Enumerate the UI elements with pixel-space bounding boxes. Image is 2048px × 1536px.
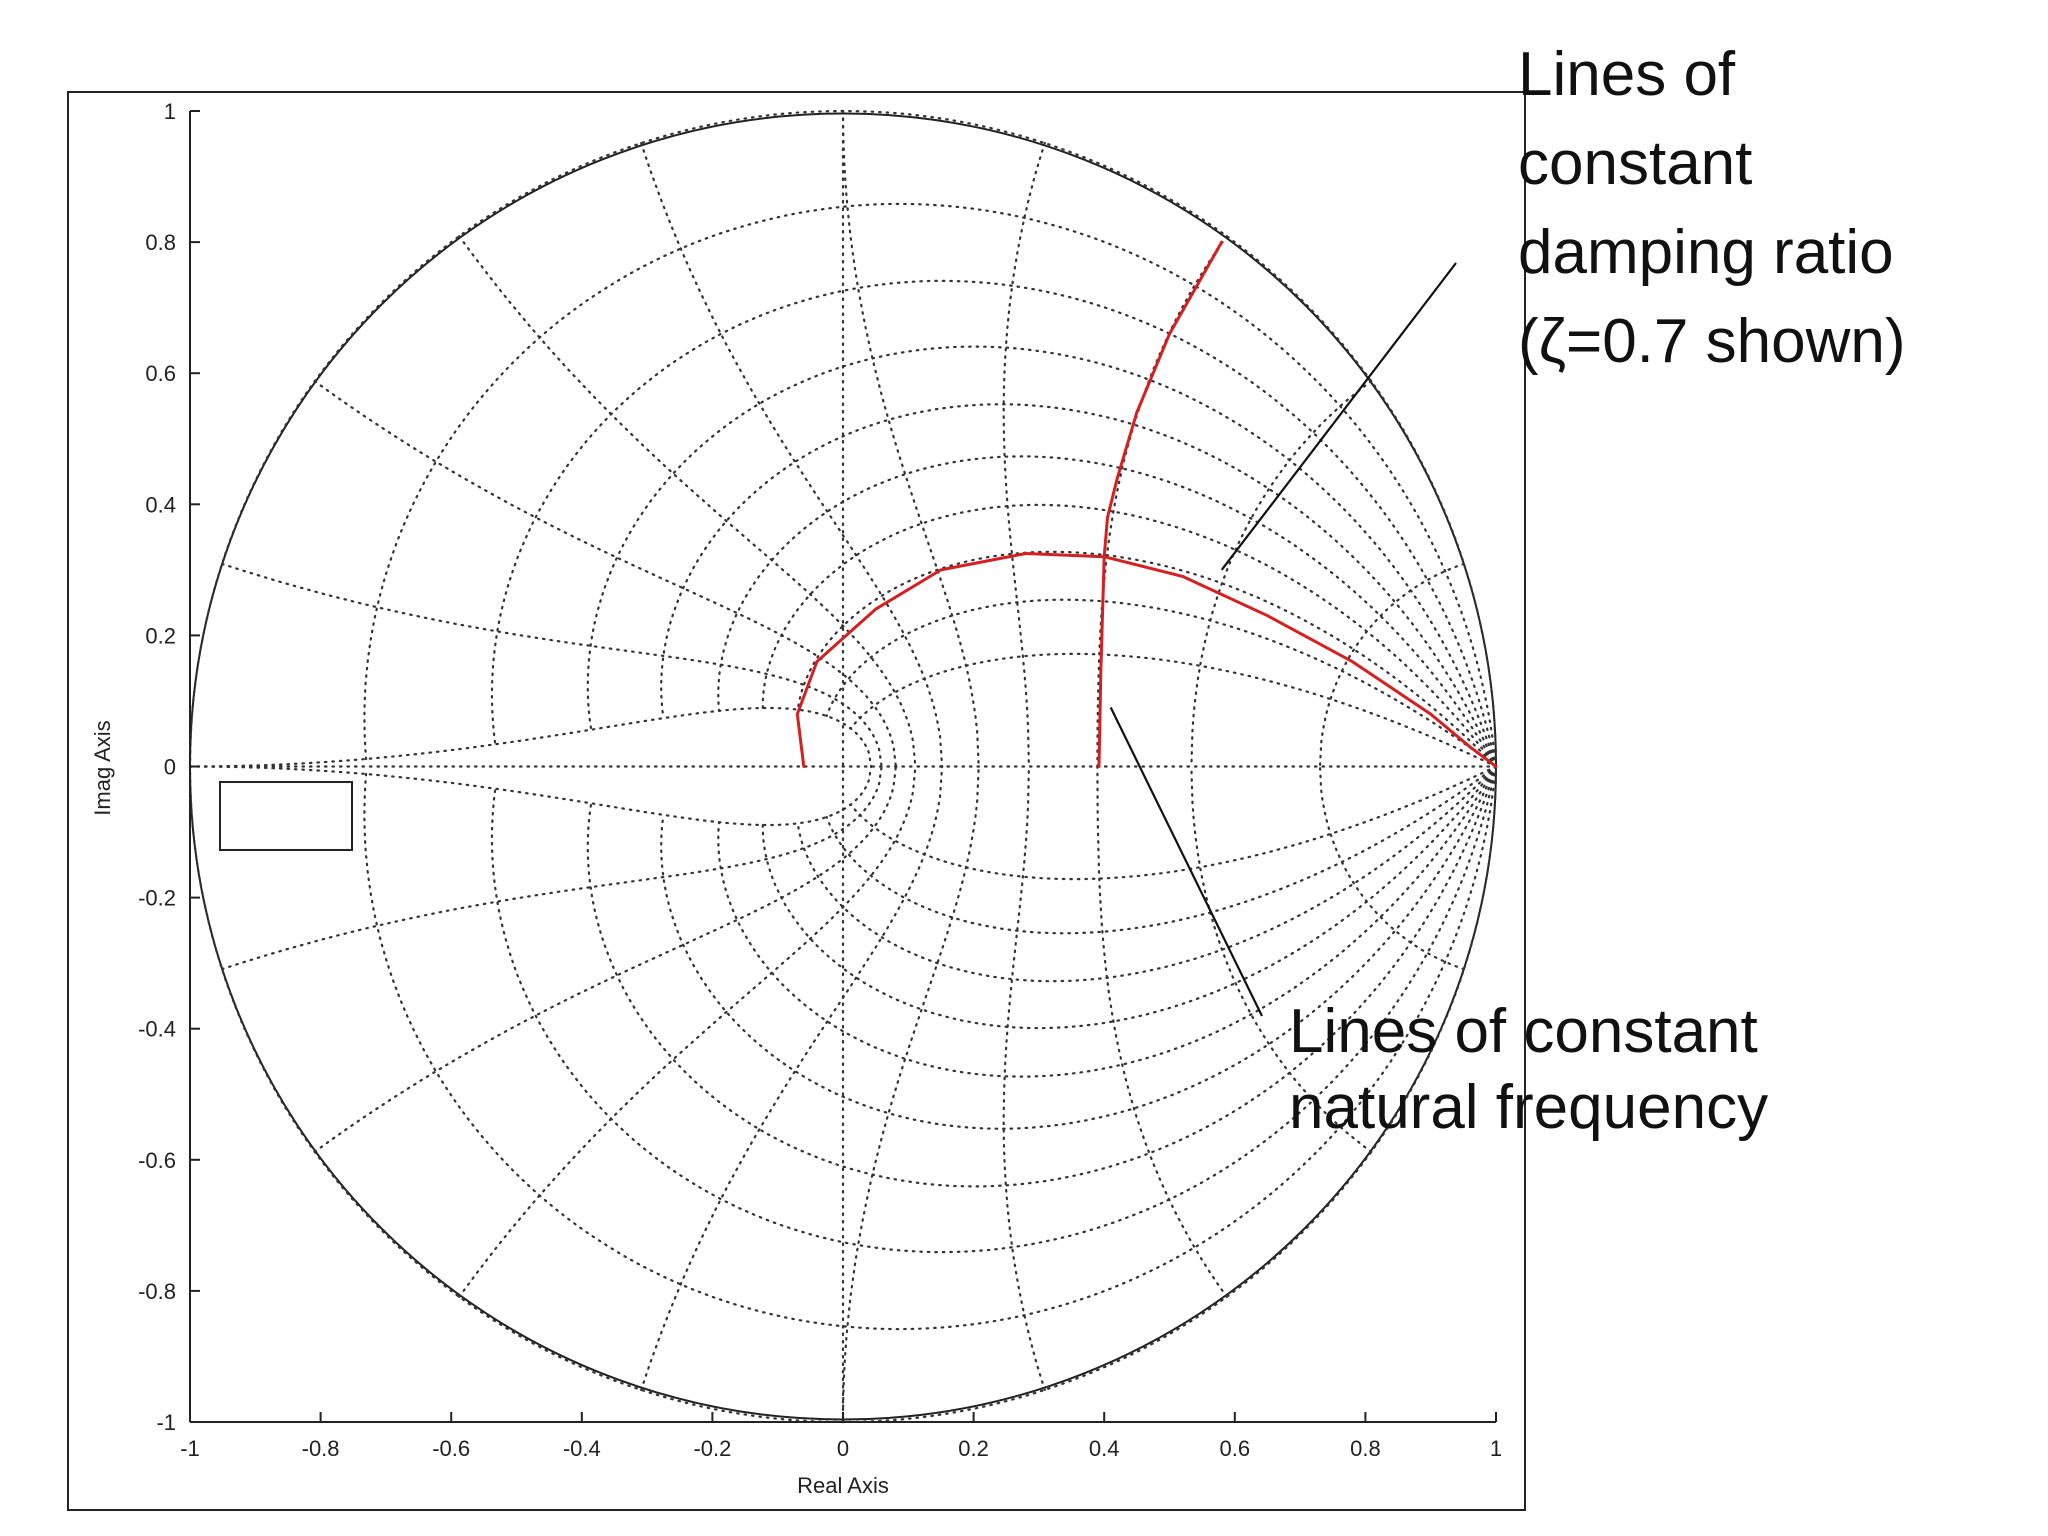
y-tick-label: 1	[164, 99, 176, 124]
damping-ratio-line	[849, 765, 1498, 881]
natural-frequency-line	[841, 109, 980, 768]
x-tick-label: 0.4	[1089, 1436, 1120, 1461]
y-axis-label: Imag Axis	[90, 720, 115, 815]
annotation-text-0: Lines of constant damping ratio (ζ=0.7 show…	[1518, 40, 1905, 376]
legend-box	[219, 781, 353, 851]
y-tick-label: 0.8	[145, 230, 176, 255]
natural-frequency-line	[1190, 380, 1373, 768]
natural-frequency-line	[458, 235, 917, 768]
x-tick-label: -0.6	[432, 1436, 470, 1461]
damping-ratio-line	[717, 765, 1498, 1078]
natural-frequency-line	[1096, 765, 1228, 1298]
x-tick-label: -0.8	[302, 1436, 340, 1461]
damping-ratio-line	[825, 765, 1498, 935]
annotation-line: Lines of	[1518, 40, 1736, 109]
annotation-line: (ζ=0.7 shown)	[1518, 307, 1905, 376]
y-tick-label: 0.2	[145, 623, 176, 648]
natural-frequency-line	[313, 765, 898, 1153]
annotation-line: natural frequency	[1289, 1073, 1768, 1142]
annotation-line: damping ratio	[1518, 218, 1894, 287]
x-axis-label: Real Axis	[797, 1473, 889, 1498]
natural-frequency-line	[1318, 765, 1466, 971]
series-line-1	[795, 552, 1498, 768]
natural-frequency-line	[1190, 765, 1373, 1153]
y-tick-label: -0.2	[138, 886, 176, 911]
natural-frequency-line	[640, 142, 944, 768]
natural-frequency-line	[188, 765, 873, 827]
x-tick-label: -1	[180, 1436, 200, 1461]
natural-frequency-line	[188, 706, 873, 768]
damping-ratio-line	[717, 455, 1498, 768]
damping-ratio-line	[825, 598, 1498, 768]
y-tick-label: 0.4	[145, 492, 176, 517]
x-tick-label: 1	[1490, 1436, 1502, 1461]
damping-ratio-line	[363, 202, 1498, 768]
damping-ratio-line	[660, 765, 1498, 1130]
damping-ratio-line	[586, 345, 1498, 768]
natural-frequency-line	[1002, 142, 1046, 768]
x-tick-label: 0.2	[958, 1436, 989, 1461]
annotation-line: Lines of constant	[1289, 997, 1758, 1066]
damping-ratio-line	[761, 765, 1498, 1030]
y-tick-label: -0.8	[138, 1279, 176, 1304]
annotation-text-1: Lines of constant natural frequency	[1289, 997, 1768, 1142]
axes-layer: -1 -0.8 -0.6 -0.4 -0.2 0 0.2 0.4 0.6 0.8 1 1 0.8 0.6 0…	[138, 99, 1502, 1461]
natural-frequency-line	[458, 765, 917, 1298]
annotation-layer: Lines of constant damping ratio (ζ=0.7 show…	[1109, 40, 1905, 1142]
x-tick-label: 0.6	[1220, 1436, 1251, 1461]
natural-frequency-line	[220, 765, 883, 971]
figure-border	[67, 91, 1526, 1511]
x-tick-label: -0.4	[563, 1436, 601, 1461]
natural-frequency-line	[1002, 765, 1046, 1392]
y-tick-label: -0.6	[138, 1148, 176, 1173]
damping-ratio-line	[363, 765, 1498, 1331]
annotation-arrow-1	[1109, 707, 1263, 1017]
natural-frequency-line	[640, 765, 944, 1392]
series-line-0	[1097, 240, 1224, 768]
natural-frequency-line	[841, 765, 980, 1424]
y-tick-label: 0	[164, 755, 176, 780]
y-tick-label: 0.6	[145, 361, 176, 386]
zgrid-layer	[188, 109, 1498, 1424]
damping-ratio-line	[660, 403, 1498, 768]
natural-frequency-line	[1318, 562, 1466, 768]
damping-ratio-line	[796, 550, 1498, 768]
natural-frequency-line	[220, 562, 883, 768]
x-tick-label: 0.8	[1350, 1436, 1381, 1461]
annotation-arrow-0	[1220, 262, 1457, 571]
x-tick-label: -0.2	[693, 1436, 731, 1461]
damping-ratio-line	[490, 279, 1498, 768]
y-tick-label: -0.4	[138, 1017, 176, 1042]
natural-frequency-line	[1096, 235, 1228, 768]
x-tick-label: 0	[837, 1436, 849, 1461]
annotation-line: constant	[1518, 129, 1752, 198]
y-tick-label: -1	[156, 1410, 176, 1435]
damping-ratio-line	[796, 765, 1498, 983]
natural-frequency-line	[313, 380, 898, 768]
damping-ratio-line	[849, 652, 1498, 768]
damping-ratio-line	[761, 503, 1498, 768]
series-layer	[795, 240, 1498, 768]
